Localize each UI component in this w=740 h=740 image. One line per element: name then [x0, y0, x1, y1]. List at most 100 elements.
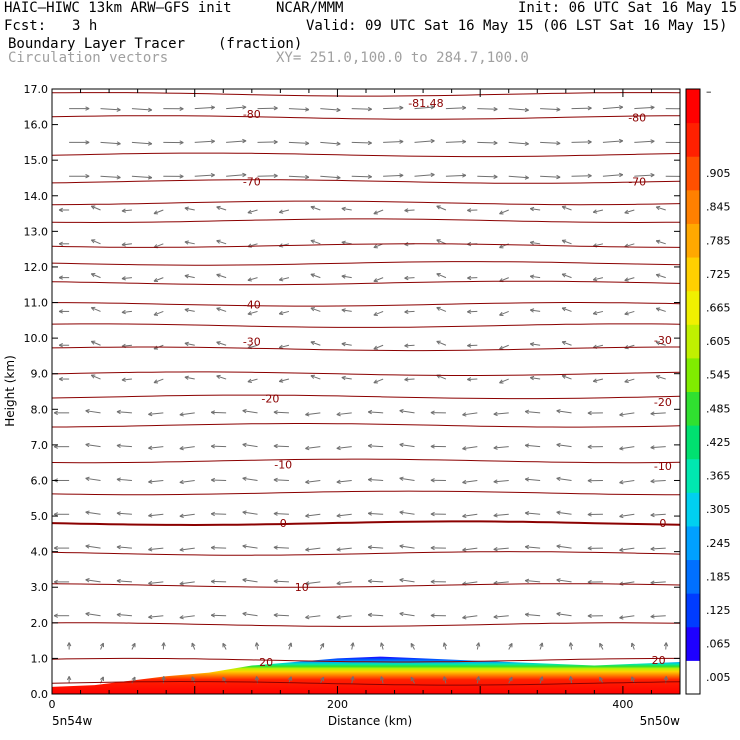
- circulation-vector: [310, 374, 321, 380]
- circulation-vector: [650, 479, 666, 484]
- circulation-vector: [305, 513, 321, 518]
- circulation-vector: [351, 140, 372, 146]
- circulation-vector: [210, 511, 227, 517]
- circulation-vector: [320, 141, 341, 146]
- y-tick-label: 17.0: [24, 83, 49, 96]
- isotherm-line: [52, 551, 680, 556]
- colorbar-swatch: [686, 156, 700, 191]
- circulation-vector: [524, 409, 541, 414]
- circulation-vector: [216, 239, 227, 245]
- circulation-vector: [508, 676, 513, 684]
- isotherm-label: 0: [280, 517, 287, 530]
- circulation-vector: [442, 676, 448, 684]
- colorbar-swatch: [686, 189, 700, 224]
- circulation-vector: [499, 209, 509, 215]
- circulation-vector: [445, 105, 467, 111]
- circulation-vector: [58, 275, 70, 280]
- isotherm-label: -20: [654, 396, 672, 409]
- circulation-vector: [436, 306, 447, 312]
- isotherm-label: -80: [243, 108, 261, 121]
- isotherm-line: [52, 280, 680, 286]
- circulation-vector: [90, 205, 101, 211]
- colorbar-frame: [685, 88, 701, 695]
- circulation-vector: [121, 242, 132, 247]
- circulation-vector: [336, 581, 352, 586]
- circulation-vector: [242, 476, 258, 481]
- circulation-vector: [508, 175, 529, 180]
- circulation-vector: [116, 409, 132, 415]
- circulation-vector: [619, 547, 635, 552]
- circulation-vector: [210, 613, 227, 618]
- circulation-vector: [524, 612, 541, 617]
- circulation-vector: [619, 412, 635, 417]
- isotherm-label: -40: [243, 298, 261, 311]
- isotherm-label: -20: [261, 393, 279, 406]
- isotherm-line: [52, 261, 680, 266]
- circulation-vector: [242, 577, 258, 583]
- circulation-vector: [273, 579, 289, 584]
- circulation-vector: [288, 107, 310, 112]
- circulation-vector: [310, 239, 321, 245]
- circulation-vector: [430, 579, 446, 584]
- circulation-vector: [556, 510, 572, 515]
- colorbar-swatch: [686, 492, 700, 527]
- circulation-vector: [436, 205, 447, 211]
- circulation-vector: [477, 174, 498, 179]
- circulation-vector: [442, 642, 448, 650]
- isotherm-label: -80: [628, 111, 646, 124]
- y-tick-label: 10.0: [24, 332, 49, 345]
- circulation-vector: [288, 141, 310, 146]
- circulation-vector: [655, 273, 666, 279]
- circulation-vector: [587, 444, 603, 450]
- isotherm-line: [52, 323, 680, 328]
- circulation-vector: [148, 614, 164, 620]
- circulation-vector: [655, 374, 666, 380]
- circulation-vector: [561, 205, 572, 211]
- circulation-vector: [404, 343, 415, 348]
- circulation-vector: [399, 442, 415, 448]
- circulation-vector: [90, 374, 101, 380]
- circulation-vector: [619, 446, 635, 451]
- colorbar-swatch: [686, 324, 700, 359]
- circulation-vector: [556, 409, 572, 414]
- circulation-vector: [556, 611, 572, 617]
- circulation-vector: [350, 676, 355, 684]
- circulation-vector: [561, 239, 572, 245]
- colorbar-swatch: [686, 357, 700, 392]
- circulation-vector: [273, 545, 289, 550]
- circulation-vector: [278, 277, 290, 282]
- circulation-vector: [499, 378, 509, 384]
- circulation-vector: [524, 511, 541, 516]
- circulation-vector: [257, 139, 278, 145]
- endpoint-right-label: 5n50w: [640, 714, 681, 728]
- y-tick-label: 1.0: [31, 652, 49, 665]
- isotherm-label: -70: [628, 176, 646, 189]
- circulation-vector: [508, 642, 513, 650]
- plot-frame: [51, 88, 681, 695]
- colorbar-label: .545: [706, 369, 731, 382]
- circulation-vector: [257, 106, 278, 111]
- circulation-vector: [445, 173, 467, 178]
- circulation-vector: [320, 107, 341, 113]
- circulation-vector: [462, 412, 478, 417]
- circulation-vector: [414, 138, 435, 144]
- colorbar-swatch: [686, 290, 700, 325]
- circulation-vector: [436, 273, 447, 279]
- circulation-vector: [430, 444, 446, 449]
- circulation-vector: [341, 274, 352, 279]
- circulation-vector: [650, 512, 666, 518]
- circulation-vector: [163, 106, 184, 111]
- circulation-vector: [561, 340, 572, 346]
- circulation-vector: [592, 310, 604, 316]
- circulation-vector: [587, 410, 603, 416]
- colorbar-label: .365: [706, 470, 731, 483]
- circulation-vector: [493, 445, 509, 450]
- circulation-vector: [373, 209, 384, 215]
- circulation-vector: [383, 105, 404, 111]
- colorbar-swatch: [686, 89, 700, 124]
- colorbar-swatch: [686, 660, 700, 695]
- circulation-vector: [116, 578, 132, 584]
- circulation-vector: [619, 615, 635, 620]
- circulation-vector: [116, 477, 132, 482]
- circulation-vector: [100, 141, 121, 146]
